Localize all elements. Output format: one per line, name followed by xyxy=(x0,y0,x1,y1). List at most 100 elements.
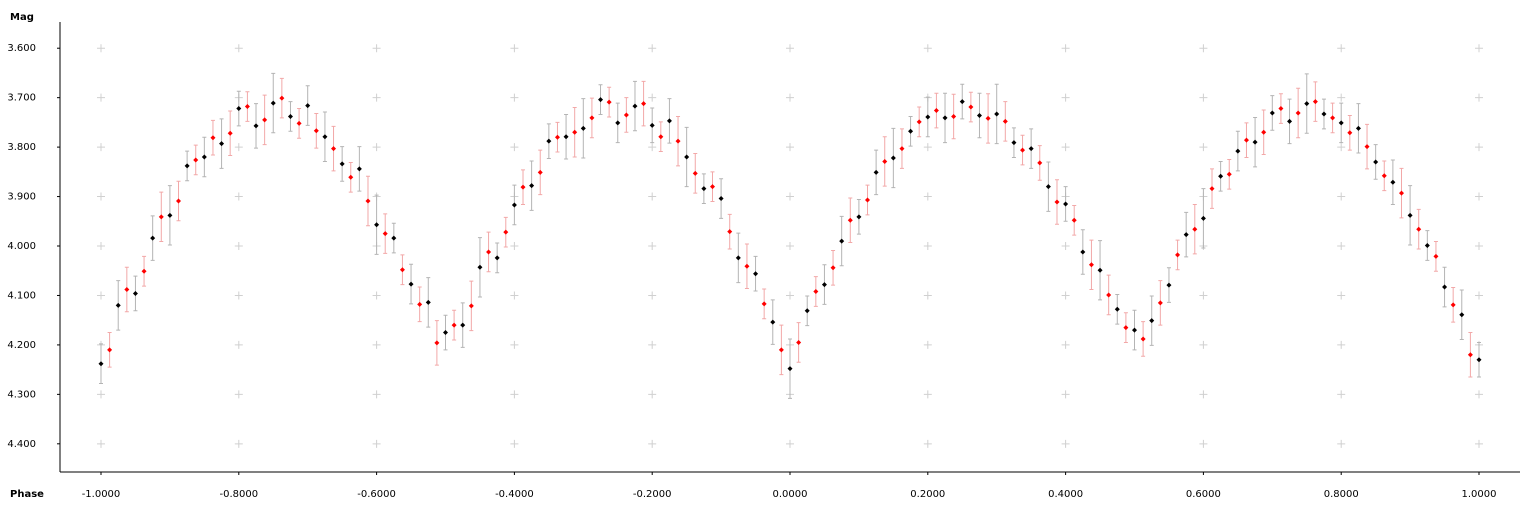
data-point xyxy=(313,128,319,134)
data-point xyxy=(1097,267,1103,273)
data-point xyxy=(365,198,371,204)
data-point xyxy=(1321,111,1327,117)
data-point xyxy=(1157,300,1163,306)
data-point xyxy=(1045,184,1051,190)
data-point xyxy=(1252,139,1258,145)
data-point xyxy=(1123,325,1129,331)
data-point xyxy=(692,170,698,176)
grid-cross xyxy=(1199,291,1208,300)
grid-cross xyxy=(1199,44,1208,53)
grid-cross xyxy=(510,439,519,448)
data-point xyxy=(356,166,362,172)
data-point xyxy=(778,347,784,353)
grid-cross xyxy=(923,143,932,152)
data-point xyxy=(374,222,380,228)
grid-cross xyxy=(1475,143,1483,152)
grid-cross xyxy=(1199,390,1208,399)
data-point xyxy=(1381,173,1387,179)
data-point xyxy=(1149,318,1155,324)
x-tick-label: -0.4000 xyxy=(495,489,534,500)
grid-cross xyxy=(923,44,932,53)
grid-cross xyxy=(648,439,657,448)
data-point xyxy=(821,282,827,288)
data-point xyxy=(580,125,586,131)
grid-cross xyxy=(786,291,794,300)
y-tick-label: 4.100 xyxy=(7,290,36,301)
grid-cross xyxy=(648,93,657,102)
grid-cross xyxy=(1061,44,1070,53)
data-point xyxy=(417,301,423,307)
data-point xyxy=(529,183,535,189)
data-point xyxy=(1114,306,1120,312)
y-axis-label: Mag xyxy=(10,12,34,23)
grid-cross xyxy=(648,390,657,399)
y-tick-label: 4.300 xyxy=(7,389,36,400)
data-point xyxy=(744,263,750,269)
data-point xyxy=(520,184,526,190)
data-point xyxy=(563,134,569,140)
grid-cross xyxy=(786,192,794,201)
data-point xyxy=(1424,243,1430,249)
data-point xyxy=(451,322,457,328)
data-point xyxy=(761,301,767,307)
grid-cross xyxy=(786,93,794,102)
x-axis-label: Phase xyxy=(10,489,44,500)
data-point xyxy=(1243,137,1249,143)
x-tick-label: 1.0000 xyxy=(1462,489,1497,500)
y-tick-label: 4.000 xyxy=(7,241,36,252)
grid-cross xyxy=(96,439,105,448)
grid-cross xyxy=(234,242,243,251)
data-point xyxy=(606,99,612,105)
grid-cross xyxy=(96,44,105,53)
data-point xyxy=(1476,357,1482,363)
data-point xyxy=(1442,284,1448,290)
data-point xyxy=(675,138,681,144)
grid-cross xyxy=(234,44,243,53)
data-point xyxy=(1088,262,1094,268)
grid-cross xyxy=(923,242,932,251)
data-point xyxy=(348,174,354,180)
data-point xyxy=(572,129,578,135)
data-point xyxy=(1235,148,1241,154)
data-point xyxy=(442,330,448,336)
data-point xyxy=(193,157,199,163)
data-point xyxy=(856,214,862,220)
data-point xyxy=(684,154,690,160)
data-point xyxy=(1175,252,1181,258)
data-point xyxy=(770,319,776,325)
data-point xyxy=(847,217,853,223)
grid-cross xyxy=(1475,439,1483,448)
data-point xyxy=(727,229,733,235)
data-point xyxy=(882,158,888,164)
grid-cross xyxy=(1475,93,1483,102)
data-point xyxy=(434,340,440,346)
data-point xyxy=(1002,118,1008,124)
grid-cross xyxy=(786,439,794,448)
x-tick-label: -0.2000 xyxy=(633,489,672,500)
grid-cross xyxy=(234,390,243,399)
data-point xyxy=(718,196,724,202)
grid-cross xyxy=(786,44,794,53)
grid-cross xyxy=(372,93,381,102)
x-tick-label: 0.4000 xyxy=(1048,489,1083,500)
data-point xyxy=(865,197,871,203)
data-point xyxy=(460,322,466,328)
y-tick-label: 3.600 xyxy=(7,43,36,54)
data-point xyxy=(1390,179,1396,185)
grid-cross xyxy=(1337,242,1346,251)
grid-cross xyxy=(1475,192,1483,201)
data-point xyxy=(1037,160,1043,166)
data-point xyxy=(98,361,104,367)
data-point xyxy=(942,115,948,121)
data-point xyxy=(1330,115,1336,121)
data-point xyxy=(158,214,164,220)
data-point xyxy=(115,302,121,308)
grid-cross xyxy=(923,192,932,201)
data-point xyxy=(236,106,242,112)
data-point xyxy=(1407,212,1413,218)
data-point xyxy=(399,267,405,273)
grid-cross xyxy=(510,340,519,349)
grid-cross xyxy=(510,143,519,152)
data-point xyxy=(494,255,500,261)
